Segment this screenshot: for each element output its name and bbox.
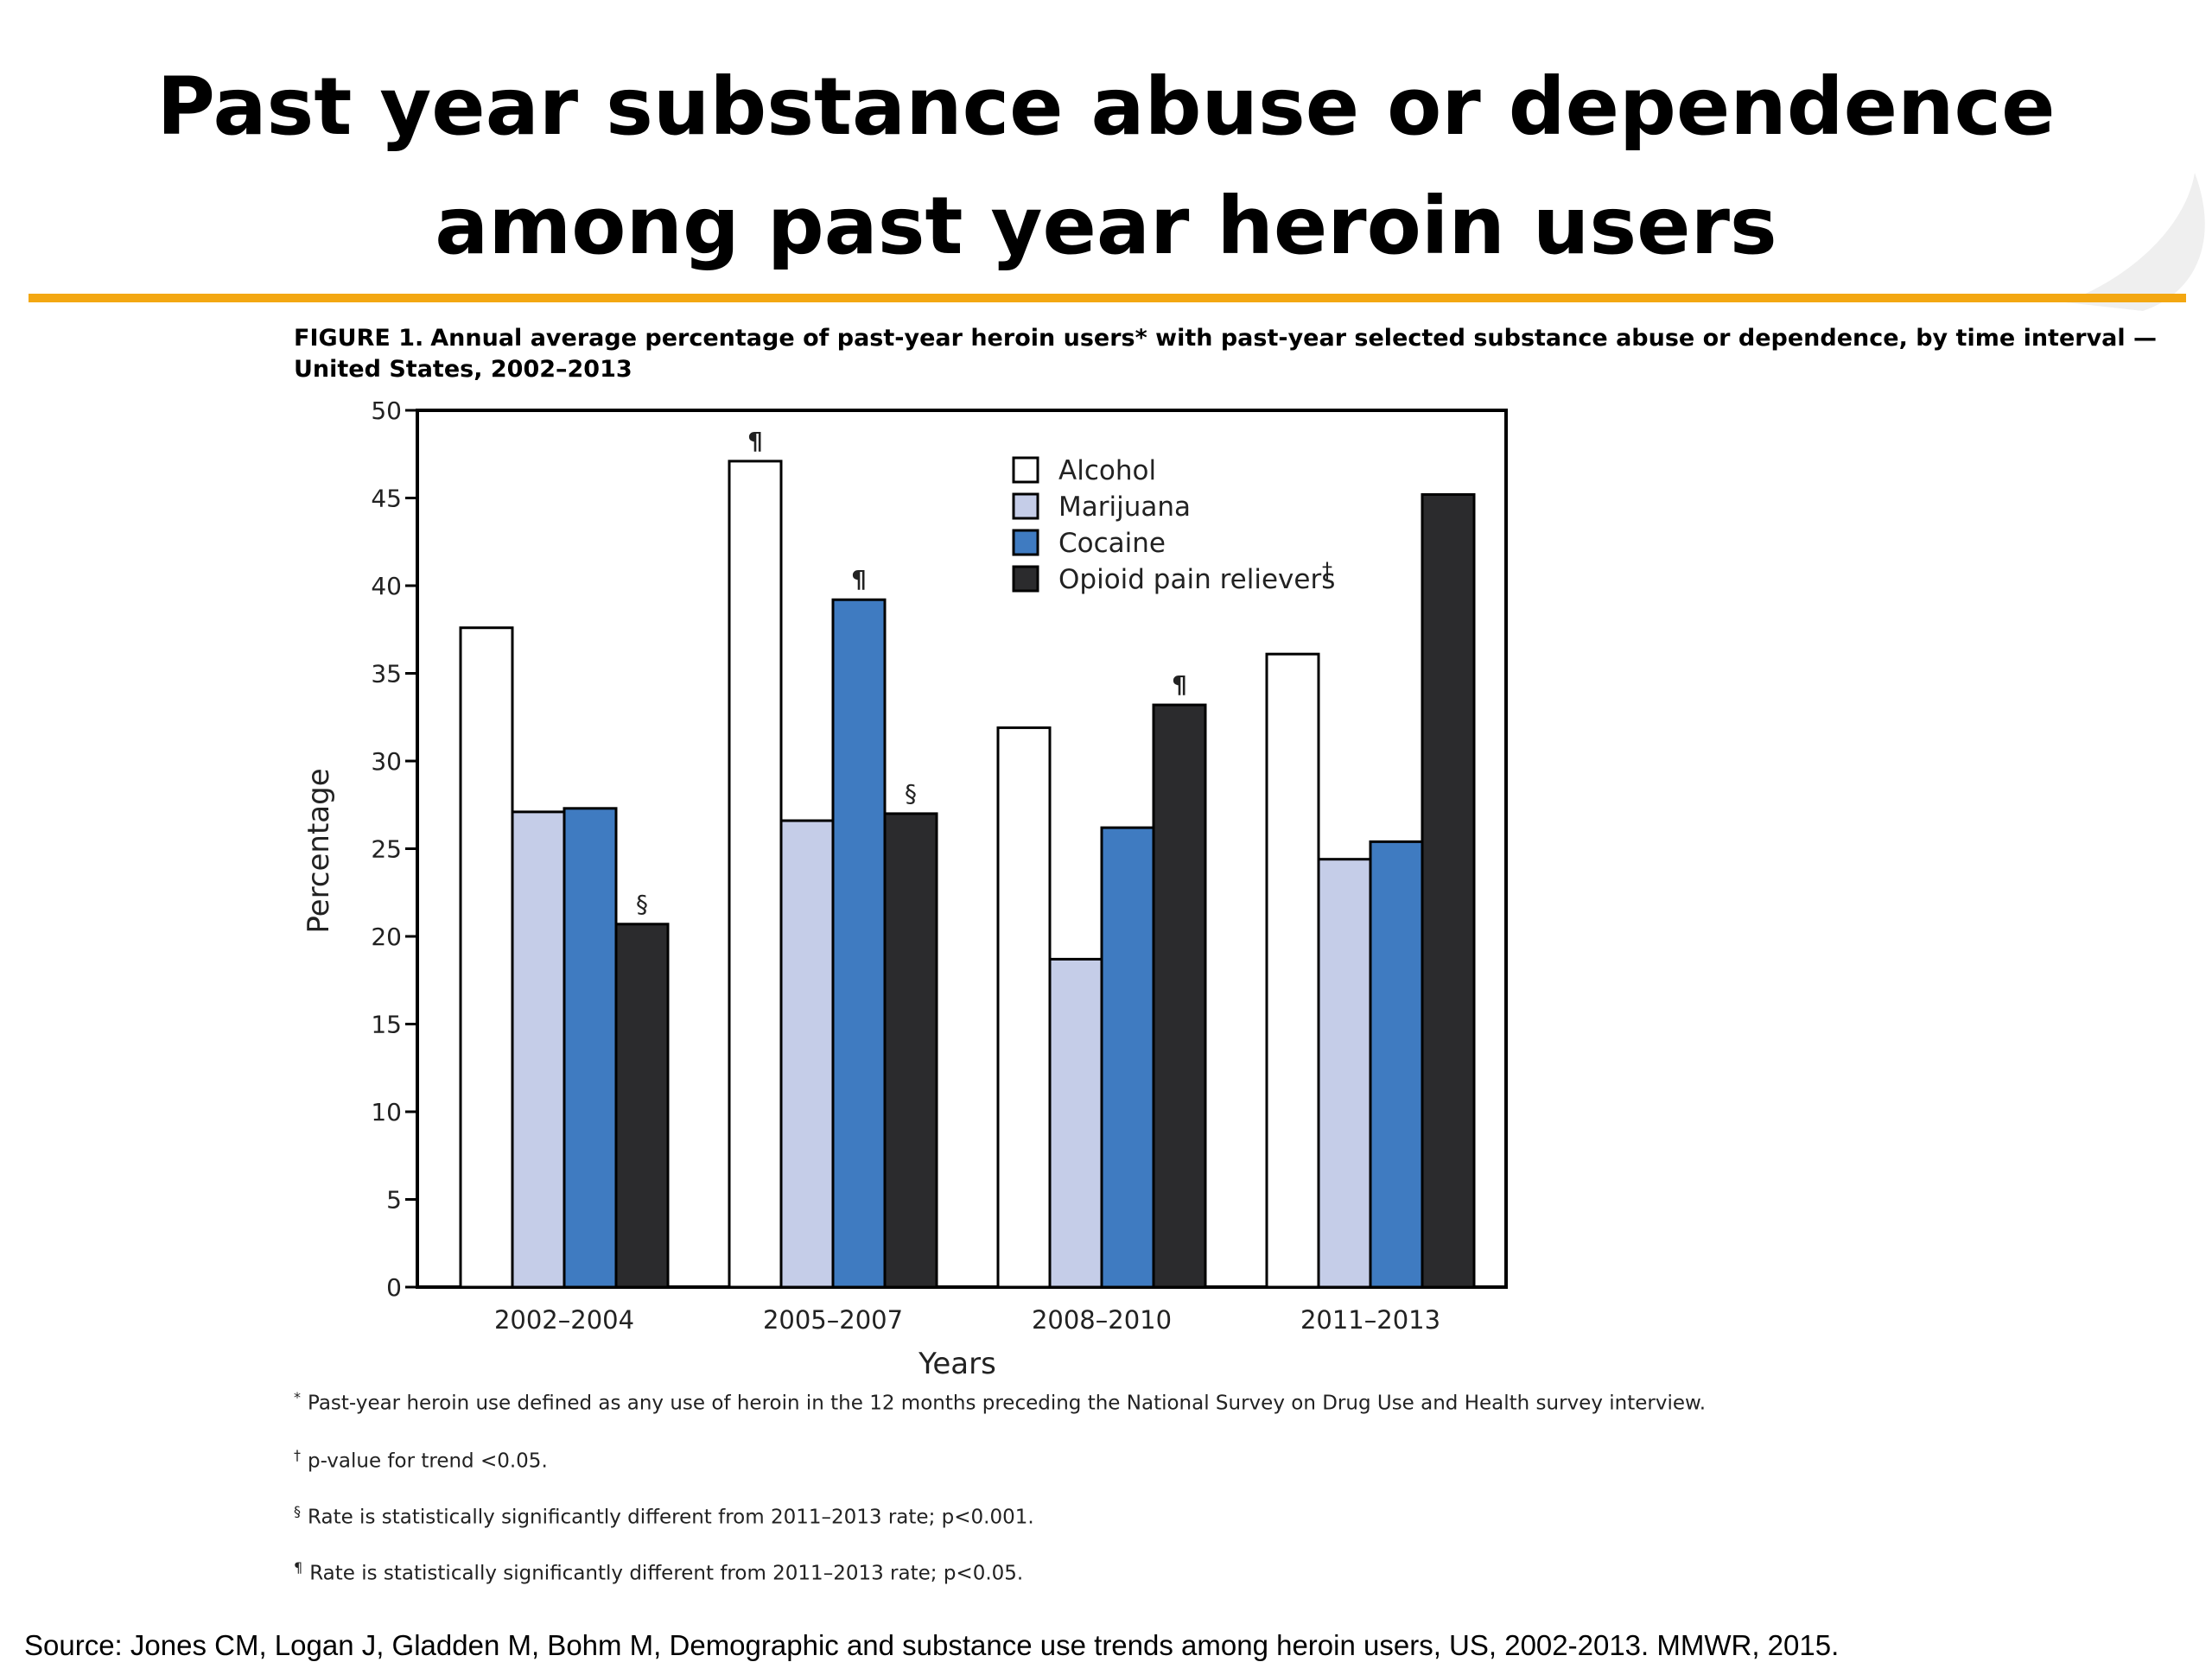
bar <box>996 726 1052 1289</box>
bar <box>831 598 887 1289</box>
x-tick-label: 2011–2013 <box>1300 1305 1440 1335</box>
footnote-text: Rate is statistically significantly diff… <box>308 1506 1034 1529</box>
footnote: † p-value for trend <0.05. <box>294 1447 548 1473</box>
y-tick-label: 30 <box>371 747 402 776</box>
x-tick-label: 2008–2010 <box>1032 1305 1172 1335</box>
y-axis-label: Percentage <box>302 768 336 933</box>
footnote-mark: § <box>294 1503 301 1519</box>
bar <box>728 460 783 1289</box>
legend-swatch <box>1012 565 1039 593</box>
y-tick-label: 35 <box>371 660 402 688</box>
y-tick-label: 10 <box>371 1098 402 1126</box>
legend-swatch <box>1012 492 1039 520</box>
y-tick-label: 15 <box>371 1011 402 1039</box>
footnote-text: Rate is statistically significantly diff… <box>309 1562 1024 1585</box>
bar <box>1100 826 1155 1289</box>
footnote-mark: * <box>294 1389 301 1405</box>
bar <box>779 819 835 1289</box>
figure-caption-text: Annual average percentage of past-year h… <box>294 325 2158 383</box>
y-tick-label: 5 <box>386 1186 402 1215</box>
figure-caption-label: FIGURE 1. <box>294 325 424 352</box>
bar <box>1265 652 1320 1289</box>
legend-label: Alcohol <box>1058 455 1156 486</box>
title-divider <box>29 294 2186 302</box>
bar <box>883 812 938 1289</box>
bar <box>563 807 618 1289</box>
x-tick-label: 2002–2004 <box>494 1305 634 1335</box>
y-tick-label: 40 <box>371 572 402 600</box>
footnote-mark: † <box>294 1447 301 1463</box>
slide-title: Past year substance abuse or dependence … <box>0 48 2212 286</box>
bar <box>1152 703 1207 1289</box>
footnote-text: Past-year heroin use defined as any use … <box>308 1392 1707 1415</box>
footnote: * Past-year heroin use defined as any use… <box>294 1389 1706 1415</box>
legend-swatch <box>1012 529 1039 556</box>
bar <box>1048 957 1103 1289</box>
footnote: § Rate is statistically significantly dif… <box>294 1503 1034 1529</box>
footnote-mark: ¶ <box>294 1559 303 1576</box>
significance-mark: ¶ <box>1172 670 1187 699</box>
bar <box>1317 858 1372 1289</box>
y-tick-label: 25 <box>371 835 402 864</box>
x-axis-label: Years <box>918 1347 996 1381</box>
decorative-swoosh <box>2065 173 2205 311</box>
footnote: ¶ Rate is statistically significantly dif… <box>294 1559 1023 1585</box>
legend-mark: † <box>1322 558 1332 582</box>
legend-label: Opioid pain relievers <box>1058 564 1335 595</box>
slide-title-line-2: among past year heroin users <box>435 180 1777 272</box>
legend-label: Marijuana <box>1058 492 1191 523</box>
bar <box>511 810 566 1289</box>
bar <box>1421 492 1476 1289</box>
legend-label: Cocaine <box>1058 528 1166 559</box>
bar <box>459 626 514 1289</box>
significance-mark: § <box>636 890 648 918</box>
y-tick-label: 20 <box>371 923 402 951</box>
x-tick-label: 2005–2007 <box>763 1305 903 1335</box>
bar <box>1369 840 1424 1289</box>
bar <box>614 923 670 1289</box>
significance-mark: ¶ <box>851 565 867 593</box>
slide-title-line-1: Past year substance abuse or dependence <box>156 60 2056 153</box>
legend-swatch <box>1012 456 1039 484</box>
figure-caption: FIGURE 1. Annual average percentage of pa… <box>294 323 2160 385</box>
significance-mark: § <box>905 779 917 808</box>
y-tick-label: 0 <box>386 1273 402 1302</box>
y-tick-label: 50 <box>371 396 402 425</box>
significance-mark: ¶ <box>747 427 763 455</box>
source-citation: Source: Jones CM, Logan J, Gladden M, Bo… <box>24 1629 1840 1661</box>
footnote-text: p-value for trend <0.05. <box>308 1449 548 1473</box>
y-tick-label: 45 <box>371 485 402 513</box>
